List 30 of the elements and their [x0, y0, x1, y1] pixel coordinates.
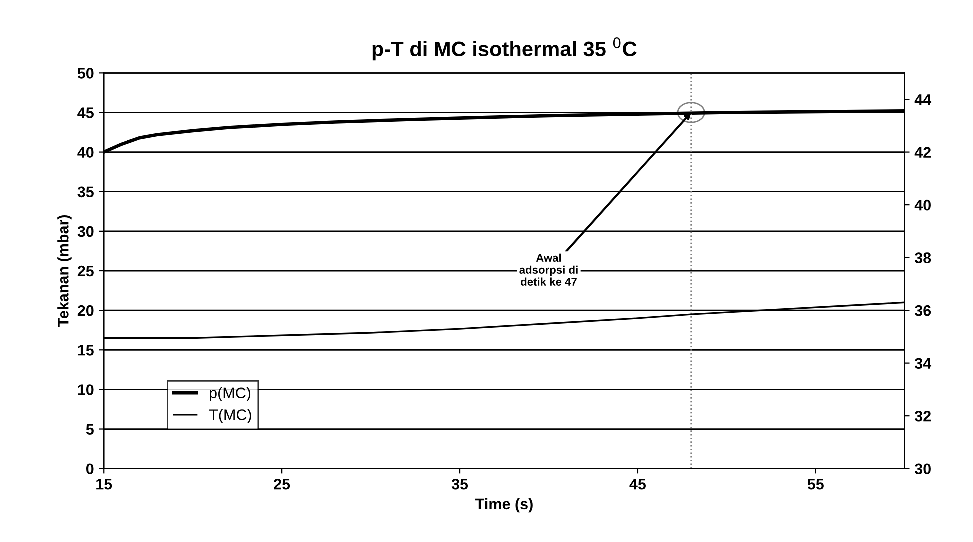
y-tick-label: 35	[78, 186, 94, 198]
y-tick-label: 40	[78, 147, 94, 158]
y-tick-label: 15	[78, 345, 94, 356]
y-tick-label: 30	[78, 226, 94, 238]
x-tick-label: 25	[274, 478, 290, 490]
y-tick-label: 50	[78, 68, 94, 79]
x-tick-label: 35	[452, 478, 468, 490]
legend-label: p(MC)	[210, 387, 251, 402]
y2-tick-label: 30	[914, 464, 931, 475]
chart-title: p-T di MC isothermal 35 $^{0}$C	[372, 38, 637, 61]
y-tick-label: 0	[86, 464, 94, 475]
x-tick-label: 15	[96, 479, 112, 490]
x-tick-label: 55	[808, 479, 824, 490]
x-tick-label: 45	[630, 479, 646, 490]
y2-tick-label: 34	[914, 358, 932, 370]
x-axis-title: Time (s)	[476, 498, 533, 513]
y-tick-label: 25	[78, 266, 94, 277]
y-tick-label: 5	[86, 424, 94, 435]
y2-tick-label: 38	[914, 252, 932, 264]
y-axis-title: Tekanan (mbar)	[58, 215, 72, 328]
y2-tick-label: 44	[914, 94, 932, 106]
y-tick-label: 10	[78, 384, 94, 396]
y-tick-label: 20	[78, 305, 94, 316]
y2-tick-label: 40	[914, 200, 931, 211]
y2-tick-label: 32	[914, 410, 931, 422]
annotation: Awal adsorpsi di detik ke 47	[520, 254, 578, 286]
y2-tick-label: 36	[914, 305, 932, 316]
y-tick-label: 45	[78, 108, 94, 118]
y2-tick-label: 42	[914, 147, 931, 158]
legend-label: T(MC)	[209, 409, 252, 424]
